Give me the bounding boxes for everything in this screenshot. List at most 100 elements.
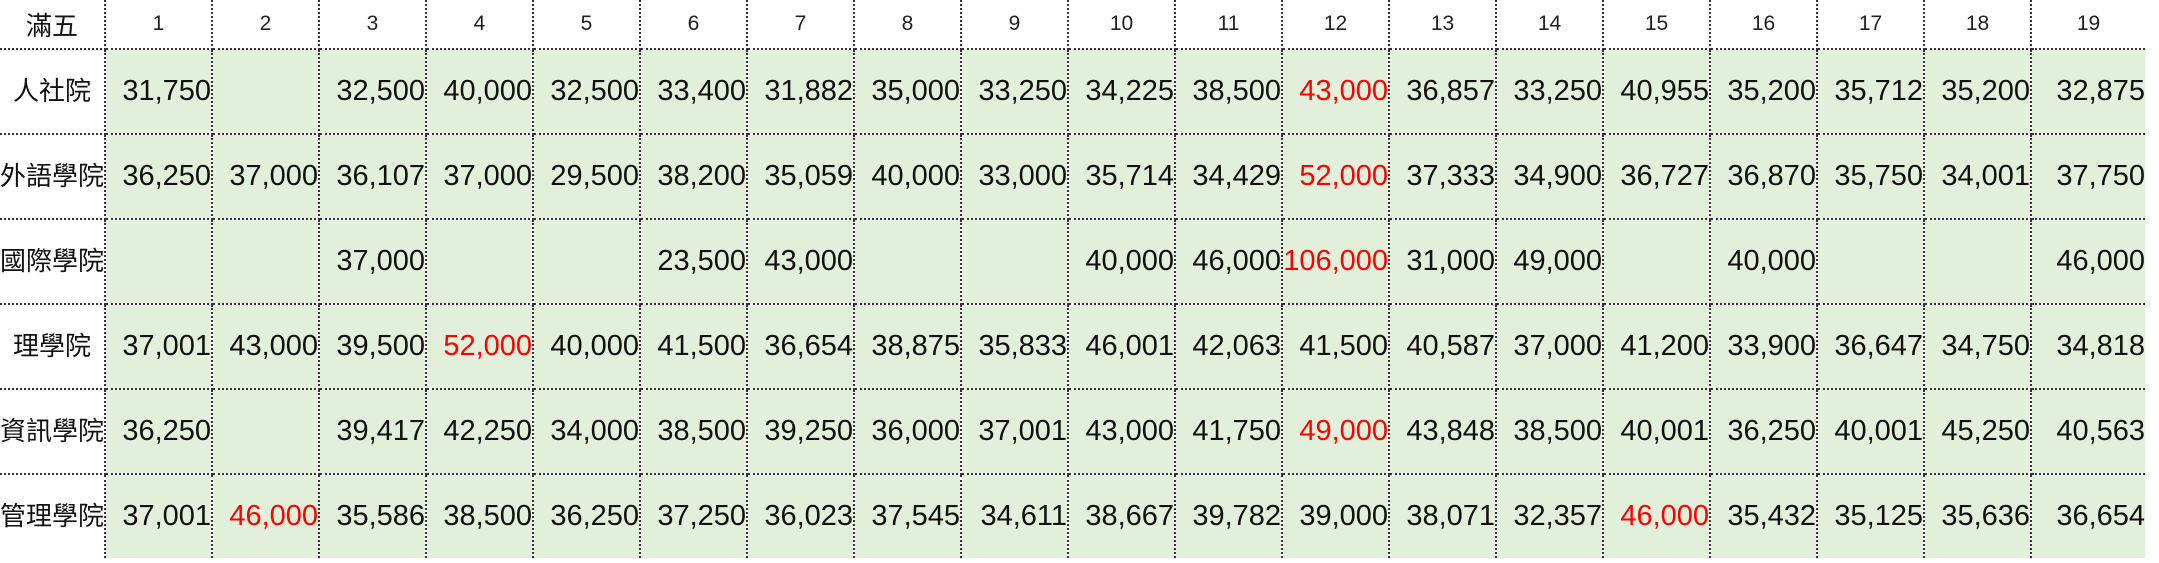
- table-cell[interactable]: [1924, 219, 2033, 305]
- table-cell[interactable]: 32,500: [319, 49, 428, 135]
- table-cell[interactable]: 43,000: [747, 219, 856, 305]
- table-cell[interactable]: 37,000: [426, 134, 535, 220]
- table-cell[interactable]: 43,000: [1068, 389, 1177, 475]
- table-cell[interactable]: 36,250: [105, 389, 214, 475]
- column-header-5[interactable]: 5: [533, 0, 642, 50]
- table-cell[interactable]: 35,833: [961, 304, 1070, 390]
- row-label[interactable]: 理學院: [0, 304, 107, 390]
- table-cell[interactable]: 41,500: [640, 304, 749, 390]
- column-header-16[interactable]: 16: [1710, 0, 1819, 50]
- table-cell[interactable]: 38,071: [1389, 474, 1498, 558]
- table-cell[interactable]: 35,059: [747, 134, 856, 220]
- table-cell[interactable]: [426, 219, 535, 305]
- row-label[interactable]: 人社院: [0, 49, 107, 135]
- table-cell[interactable]: 36,250: [105, 134, 214, 220]
- table-cell[interactable]: 32,500: [533, 49, 642, 135]
- table-cell[interactable]: 39,250: [747, 389, 856, 475]
- table-cell[interactable]: 38,500: [426, 474, 535, 558]
- table-cell[interactable]: 39,500: [319, 304, 428, 390]
- table-cell[interactable]: 36,250: [1710, 389, 1819, 475]
- table-cell[interactable]: 40,000: [426, 49, 535, 135]
- table-cell[interactable]: [212, 389, 321, 475]
- table-cell[interactable]: 52,000: [1282, 134, 1391, 220]
- column-header-15[interactable]: 15: [1603, 0, 1712, 50]
- table-cell[interactable]: 42,250: [426, 389, 535, 475]
- table-cell[interactable]: 35,200: [1924, 49, 2033, 135]
- table-cell[interactable]: 31,882: [747, 49, 856, 135]
- column-header-7[interactable]: 7: [747, 0, 856, 50]
- table-cell[interactable]: 35,125: [1817, 474, 1926, 558]
- table-cell[interactable]: 38,500: [1175, 49, 1284, 135]
- table-cell[interactable]: 46,000: [1175, 219, 1284, 305]
- table-cell[interactable]: 36,857: [1389, 49, 1498, 135]
- table-cell[interactable]: 106,000: [1282, 219, 1391, 305]
- table-cell[interactable]: 52,000: [426, 304, 535, 390]
- table-cell[interactable]: 35,714: [1068, 134, 1177, 220]
- table-cell[interactable]: [1817, 219, 1926, 305]
- table-cell[interactable]: 41,200: [1603, 304, 1712, 390]
- table-cell[interactable]: 46,000: [1603, 474, 1712, 558]
- corner-cell[interactable]: 滿五: [0, 0, 107, 50]
- table-cell[interactable]: 38,875: [854, 304, 963, 390]
- table-cell[interactable]: [1603, 219, 1712, 305]
- column-header-1[interactable]: 1: [105, 0, 214, 50]
- table-cell[interactable]: 43,000: [212, 304, 321, 390]
- table-cell[interactable]: 41,750: [1175, 389, 1284, 475]
- column-header-19[interactable]: 19: [2031, 0, 2146, 50]
- table-cell[interactable]: 40,000: [1068, 219, 1177, 305]
- table-cell[interactable]: 40,000: [1710, 219, 1819, 305]
- table-cell[interactable]: 36,654: [747, 304, 856, 390]
- table-cell[interactable]: 43,000: [1282, 49, 1391, 135]
- table-cell[interactable]: 39,000: [1282, 474, 1391, 558]
- table-cell[interactable]: 37,333: [1389, 134, 1498, 220]
- table-cell[interactable]: 33,000: [961, 134, 1070, 220]
- table-cell[interactable]: 34,900: [1496, 134, 1605, 220]
- row-label[interactable]: 國際學院: [0, 219, 107, 305]
- table-cell[interactable]: [212, 49, 321, 135]
- table-cell[interactable]: 33,250: [961, 49, 1070, 135]
- table-cell[interactable]: 36,647: [1817, 304, 1926, 390]
- table-cell[interactable]: 37,000: [1496, 304, 1605, 390]
- table-cell[interactable]: 31,750: [105, 49, 214, 135]
- table-cell[interactable]: 36,727: [1603, 134, 1712, 220]
- table-cell[interactable]: 37,001: [105, 474, 214, 558]
- table-cell[interactable]: 45,250: [1924, 389, 2033, 475]
- table-cell[interactable]: 46,001: [1068, 304, 1177, 390]
- table-cell[interactable]: 33,900: [1710, 304, 1819, 390]
- table-cell[interactable]: 32,875: [2031, 49, 2146, 135]
- table-cell[interactable]: [961, 219, 1070, 305]
- table-cell[interactable]: 35,586: [319, 474, 428, 558]
- table-cell[interactable]: 34,000: [533, 389, 642, 475]
- table-cell[interactable]: 38,500: [1496, 389, 1605, 475]
- table-cell[interactable]: 33,400: [640, 49, 749, 135]
- table-cell[interactable]: 34,429: [1175, 134, 1284, 220]
- table-cell[interactable]: [212, 219, 321, 305]
- table-cell[interactable]: 35,000: [854, 49, 963, 135]
- table-cell[interactable]: 23,500: [640, 219, 749, 305]
- column-header-17[interactable]: 17: [1817, 0, 1926, 50]
- table-cell[interactable]: 46,000: [2031, 219, 2146, 305]
- table-cell[interactable]: 34,611: [961, 474, 1070, 558]
- table-cell[interactable]: 34,818: [2031, 304, 2146, 390]
- table-cell[interactable]: 36,654: [2031, 474, 2146, 558]
- table-cell[interactable]: 40,000: [854, 134, 963, 220]
- column-header-10[interactable]: 10: [1068, 0, 1177, 50]
- table-cell[interactable]: 37,545: [854, 474, 963, 558]
- table-cell[interactable]: 35,636: [1924, 474, 2033, 558]
- table-cell[interactable]: 35,750: [1817, 134, 1926, 220]
- table-cell[interactable]: 42,063: [1175, 304, 1284, 390]
- table-cell[interactable]: 38,667: [1068, 474, 1177, 558]
- table-cell[interactable]: 38,500: [640, 389, 749, 475]
- table-cell[interactable]: 46,000: [212, 474, 321, 558]
- table-cell[interactable]: 36,000: [854, 389, 963, 475]
- table-cell[interactable]: 31,000: [1389, 219, 1498, 305]
- table-cell[interactable]: 40,000: [533, 304, 642, 390]
- table-cell[interactable]: 40,001: [1817, 389, 1926, 475]
- table-cell[interactable]: 35,712: [1817, 49, 1926, 135]
- table-cell[interactable]: 49,000: [1282, 389, 1391, 475]
- table-cell[interactable]: 40,587: [1389, 304, 1498, 390]
- table-cell[interactable]: 34,750: [1924, 304, 2033, 390]
- column-header-11[interactable]: 11: [1175, 0, 1284, 50]
- table-cell[interactable]: [105, 219, 214, 305]
- table-cell[interactable]: [533, 219, 642, 305]
